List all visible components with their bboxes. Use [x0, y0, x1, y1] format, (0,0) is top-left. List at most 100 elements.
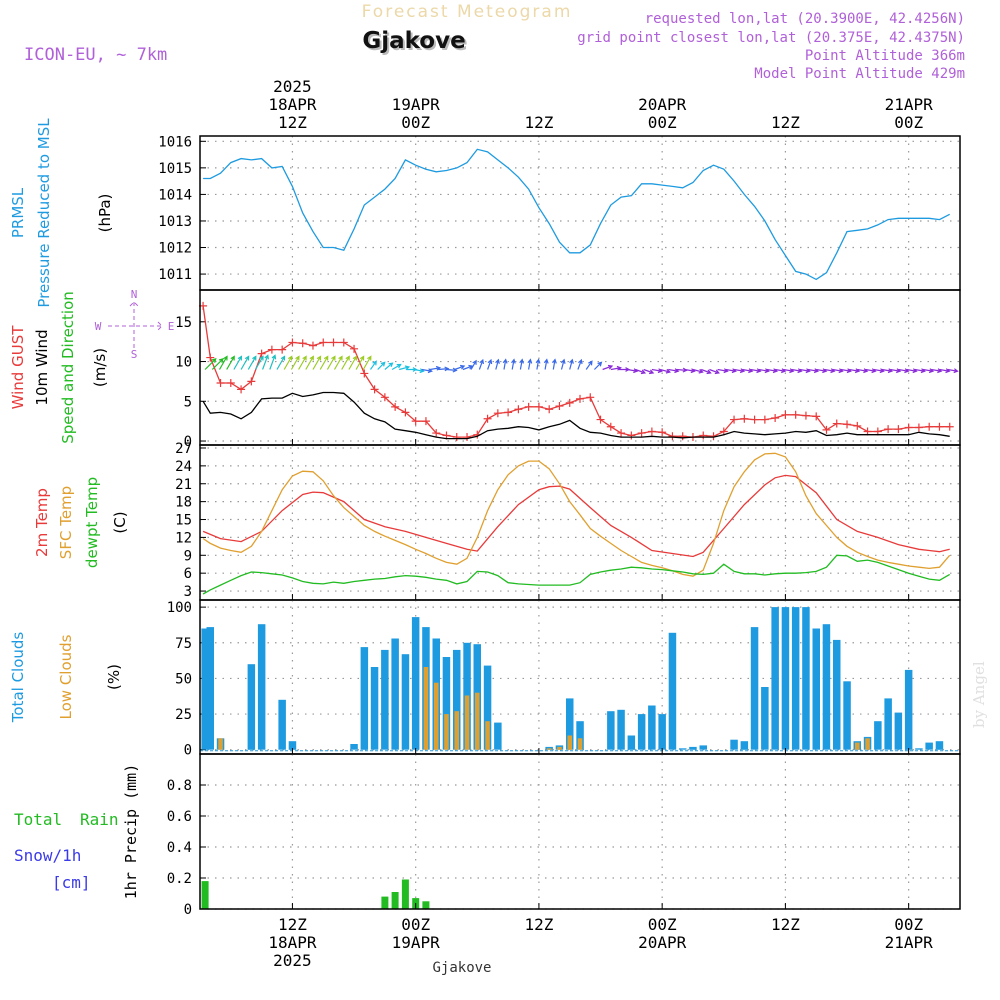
point-altitude: Point Altitude 366m: [805, 48, 965, 64]
precip-legend-label: Total: [14, 810, 62, 829]
grid-point-coords: grid point closest lon,lat (20.375E, 42.…: [577, 30, 965, 46]
y-tick-label: 3: [184, 584, 192, 600]
wind-arrow: [421, 368, 433, 374]
wind-arrow: [848, 368, 861, 374]
bar: [761, 687, 769, 750]
gust-marker: [524, 402, 533, 411]
gust-marker: [483, 414, 492, 423]
model-label: ICON-EU, ~ 7km: [24, 45, 167, 65]
bar: [206, 627, 214, 750]
gust-marker: [884, 425, 893, 434]
gust-marker: [226, 379, 235, 387]
bar: [740, 741, 749, 750]
gust-marker: [401, 408, 410, 417]
bar: [494, 722, 502, 750]
wind-arrow: [774, 368, 787, 374]
gust-marker: [760, 415, 769, 424]
wind-arrow: [312, 355, 322, 370]
precip-legend-label: Snow/1h: [14, 846, 81, 865]
bar: [278, 699, 286, 750]
bar: [442, 657, 451, 750]
bar: [689, 746, 697, 750]
series-line: [202, 391, 950, 440]
y-tick-label: 21: [175, 477, 192, 493]
bar: [434, 682, 439, 750]
bar: [401, 879, 409, 909]
bar: [637, 714, 646, 750]
gust-marker: [247, 377, 256, 386]
bar: [802, 607, 810, 750]
wind-arrow: [438, 366, 450, 372]
gust-marker: [267, 345, 276, 354]
y-tick-label: 75: [175, 636, 192, 652]
wind-arrow: [470, 359, 477, 370]
bar: [771, 607, 779, 750]
compass-letter: S: [131, 348, 138, 361]
y-tick-label: 100: [167, 600, 192, 616]
gust-marker: [206, 353, 215, 362]
gust-marker: [360, 369, 369, 378]
gust-marker: [555, 402, 564, 411]
wind-arrow: [502, 358, 508, 370]
compass-lines: [108, 301, 163, 350]
gust-marker: [576, 394, 584, 403]
y-axis-label: 2m Temp: [33, 488, 51, 557]
gust-marker: [421, 417, 430, 426]
gust-marker: [380, 393, 389, 402]
bar: [730, 739, 738, 750]
top-time-label: 00Z: [648, 113, 677, 132]
bar: [483, 665, 492, 750]
gust-marker: [339, 338, 348, 347]
y-axis-label: Wind GUST: [9, 325, 27, 410]
y-tick-label: 6: [184, 566, 192, 582]
gust-marker: [370, 385, 379, 394]
wind-arrow: [602, 364, 614, 371]
bar: [607, 711, 615, 750]
y-tick-label: 15: [175, 315, 192, 331]
y-tick-label: 1011: [158, 267, 192, 283]
top-time-label: 18APR: [268, 95, 317, 114]
y-axis-label: dewpt Temp: [83, 477, 101, 568]
y-tick-label: 0.2: [167, 871, 192, 887]
wind-arrow: [791, 368, 803, 374]
wind-arrow: [333, 355, 343, 370]
wind-arrow: [384, 362, 394, 370]
bar: [577, 738, 583, 750]
bar: [812, 628, 820, 750]
wind-arrow: [692, 368, 704, 374]
wind-arrow: [204, 358, 217, 370]
bar: [401, 654, 410, 750]
wind-arrow: [610, 365, 622, 371]
wind-arrow: [276, 355, 286, 370]
y-tick-label: 0.6: [167, 809, 192, 825]
bar: [464, 695, 470, 750]
wind-arrow: [816, 368, 828, 374]
top-time-label: 12Z: [524, 113, 553, 132]
wind-arrow: [906, 368, 918, 374]
wind-arrow: [684, 368, 696, 374]
wind-arrow: [218, 355, 228, 370]
bar: [381, 649, 389, 750]
gust-marker: [822, 425, 831, 434]
gust-marker: [493, 409, 502, 418]
gust-marker: [298, 339, 307, 348]
bar: [360, 647, 369, 750]
wind-arrow: [766, 368, 779, 374]
compass-letter: E: [168, 320, 175, 333]
y-tick-label: 27: [175, 441, 192, 457]
bar: [391, 892, 399, 909]
gust-marker: [504, 408, 513, 417]
bar: [925, 742, 933, 750]
series-line: [203, 148, 950, 281]
y-axis-label: Pressure Reduced to MSL: [35, 118, 53, 308]
y-tick-label: 24: [175, 459, 192, 475]
wind-arrow: [319, 355, 329, 370]
bar: [411, 617, 420, 750]
bar: [257, 624, 266, 750]
gust-marker: [781, 410, 790, 419]
wind-arrow: [226, 355, 235, 370]
bar: [201, 628, 209, 750]
bar: [627, 735, 636, 750]
bar: [546, 748, 552, 750]
